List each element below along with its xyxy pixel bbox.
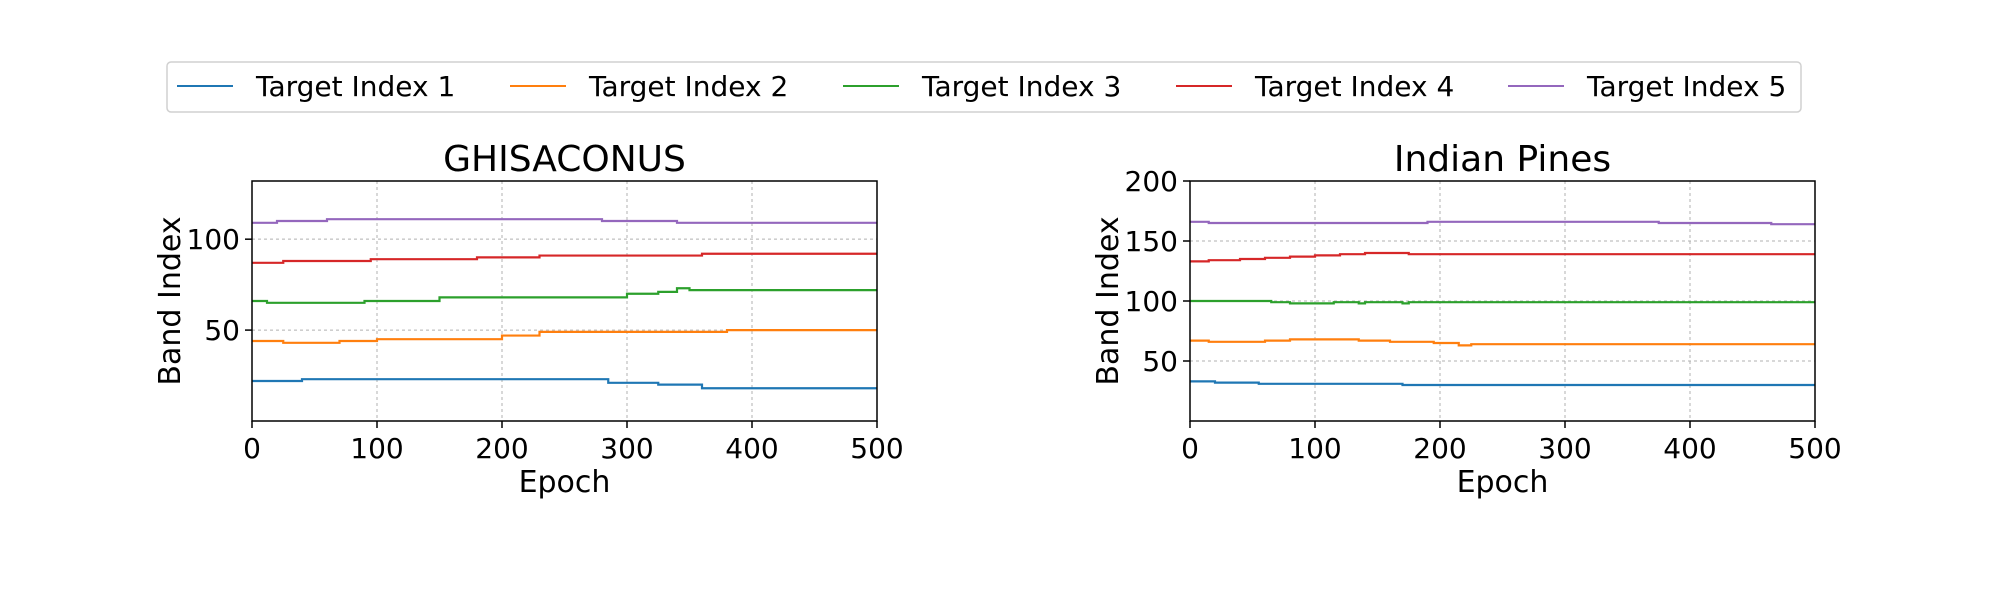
y-tick-label: 50 <box>204 314 240 347</box>
x-tick-label: 400 <box>725 432 778 465</box>
legend-label-target-index-2: Target Index 2 <box>588 70 788 103</box>
series-line-target-index-5 <box>1190 220 1815 226</box>
x-tick-label: 500 <box>1788 432 1841 465</box>
series-line-target-index-1 <box>252 378 877 390</box>
x-tick-label: 300 <box>600 432 653 465</box>
legend: Target Index 1 Target Index 2 Target Index… <box>166 61 1802 113</box>
x-tick-label: 200 <box>475 432 528 465</box>
y-tick-label: 200 <box>1125 165 1178 198</box>
x-tick-label: 400 <box>1663 432 1716 465</box>
y-axis-label: Band Index <box>1091 216 1126 385</box>
x-axis-label: Epoch <box>519 465 611 500</box>
chart-panel-ghisaconus: 0 100 200 300 400 500 50 100 GHISACONUS Epoch Band… <box>153 139 904 500</box>
panel-title: Indian Pines <box>1394 139 1611 180</box>
x-tick-label: 100 <box>350 432 403 465</box>
series-line-target-index-5 <box>252 218 877 224</box>
plot-frame <box>251 180 878 422</box>
series-line-target-index-3 <box>1190 299 1815 305</box>
legend-label-target-index-1: Target Index 1 <box>255 70 455 103</box>
series-line-target-index-1 <box>1190 380 1815 387</box>
y-tick-label: 50 <box>1142 345 1178 378</box>
x-tick-label: 500 <box>850 432 903 465</box>
x-tick-label: 0 <box>1181 432 1199 465</box>
legend-frame <box>166 61 1802 113</box>
x-tick-label: 200 <box>1413 432 1466 465</box>
x-axis-label: Epoch <box>1457 465 1549 500</box>
series-line-target-index-4 <box>252 252 877 264</box>
legend-label-target-index-3: Target Index 3 <box>921 70 1121 103</box>
y-tick-label: 100 <box>1125 285 1178 318</box>
series-line-target-index-4 <box>1190 251 1815 263</box>
y-tick-label: 150 <box>1125 225 1178 258</box>
x-tick-label: 100 <box>1288 432 1341 465</box>
series-line-target-index-2 <box>252 328 877 344</box>
series-line-target-index-3 <box>252 287 877 304</box>
x-tick-label: 0 <box>243 432 261 465</box>
legend-label-target-index-5: Target Index 5 <box>1586 70 1786 103</box>
series-line-target-index-2 <box>1190 338 1815 347</box>
legend-label-target-index-4: Target Index 4 <box>1254 70 1454 103</box>
y-axis-label: Band Index <box>153 216 188 385</box>
panel-title: GHISACONUS <box>443 139 686 180</box>
chart-panel-indian-pines: 0 100 200 300 400 500 50 100 150 200 Indian Pines E… <box>1091 139 1842 500</box>
x-tick-label: 300 <box>1538 432 1591 465</box>
y-tick-label: 100 <box>187 223 240 256</box>
